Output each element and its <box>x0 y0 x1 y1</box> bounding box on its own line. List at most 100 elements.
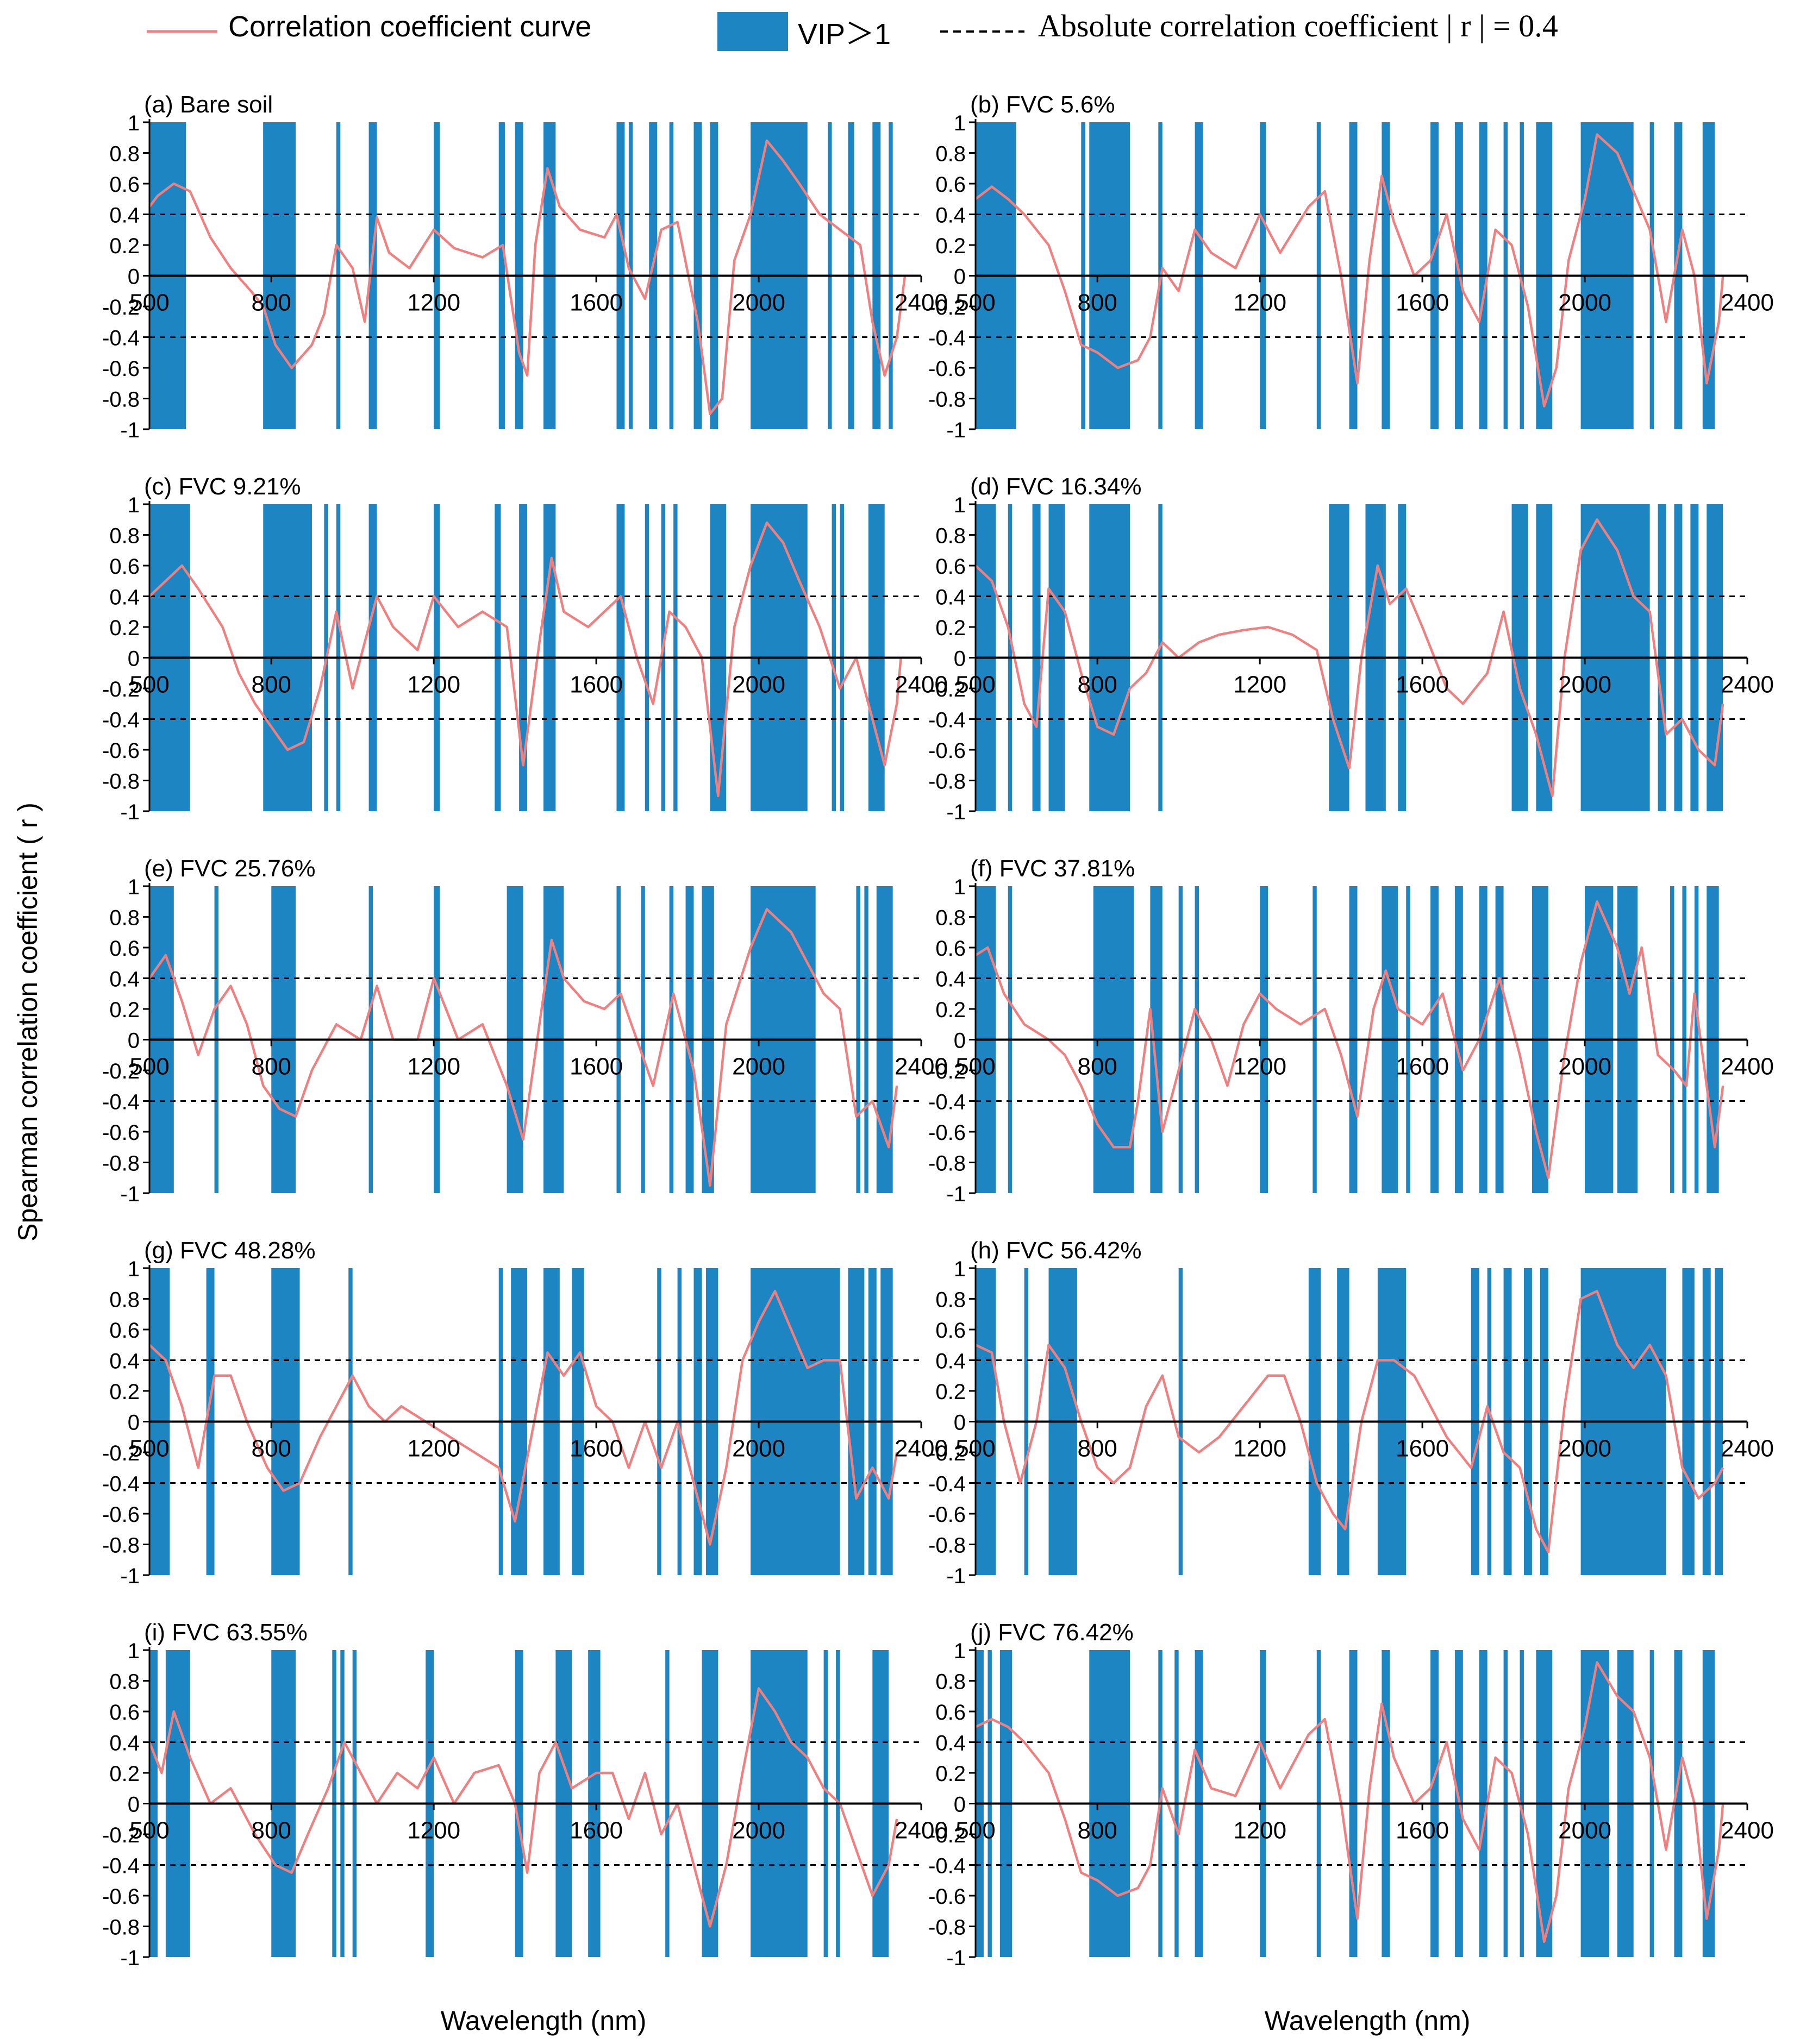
y-tick-label: -1 <box>946 1946 966 1970</box>
y-tick-label: -0.2 <box>102 296 140 319</box>
y-tick-label: -1 <box>120 1182 140 1206</box>
correlation-curve <box>148 908 898 1187</box>
x-tick-label: 1200 <box>1233 672 1286 698</box>
x-tick-label: 1200 <box>1233 1817 1286 1844</box>
x-tick-label: 1600 <box>1396 1435 1449 1462</box>
y-tick-label: -0.4 <box>928 1090 966 1114</box>
x-tick-label: 1600 <box>1396 1817 1449 1844</box>
y-tick-label: -0.8 <box>102 1916 140 1940</box>
panel-7: 1 0.8 0.6 0.4 0.2 0 -0.2 -0.4 -0.6 -0.8 -1 500 800 12… <box>928 1237 1774 1588</box>
x-tick-label: 2400 <box>895 672 948 698</box>
x-tick-label: 1600 <box>570 1817 623 1844</box>
y-tick-label: 0 <box>128 265 140 289</box>
panel-3: 1 0.8 0.6 0.4 0.2 0 -0.2 -0.4 -0.6 -0.8 -1 500 800 12… <box>928 473 1774 824</box>
y-tick-label: -0.6 <box>928 357 966 381</box>
y-tick-label: -0.8 <box>928 388 966 412</box>
y-tick-label: 1 <box>954 875 966 899</box>
x-tick-label: 1600 <box>570 290 623 316</box>
x-tick-label: 800 <box>251 1054 291 1080</box>
y-tick-label: -0.4 <box>102 1854 140 1878</box>
y-tick-label: 0.4 <box>109 586 140 610</box>
x-tick-label: 2000 <box>1558 290 1611 316</box>
correlation-curve <box>148 1290 898 1546</box>
x-tick-label: 800 <box>251 672 291 698</box>
y-tick-label: -0.2 <box>102 1059 140 1083</box>
y-tick-label: 0 <box>954 1029 966 1053</box>
x-tick-label: 1200 <box>407 1054 460 1080</box>
x-tick-label: 2400 <box>895 290 948 316</box>
x-tick-label: 1200 <box>407 1435 460 1462</box>
y-tick-label: 0.4 <box>935 586 966 610</box>
y-tick-label: 1 <box>954 1639 966 1663</box>
y-tick-label: -0.6 <box>102 1121 140 1145</box>
x-tick-label: 2400 <box>1721 290 1774 316</box>
correlation-curve <box>148 521 902 798</box>
panel-title: (g) FVC 48.28% <box>144 1237 315 1264</box>
y-tick-label: -0.6 <box>928 739 966 763</box>
y-tick-label: -0.4 <box>102 1090 140 1114</box>
x-tick-label: 1600 <box>570 672 623 698</box>
y-tick-label: -0.8 <box>102 1534 140 1558</box>
x-tick-label: 2400 <box>1721 672 1774 698</box>
x-tick-label: 1600 <box>1396 1054 1449 1080</box>
y-tick-label: 0.6 <box>935 555 966 579</box>
y-tick-label: 0 <box>954 1793 966 1817</box>
legend-vip-swatch <box>717 12 788 51</box>
x-tick-label: 500 <box>955 1435 995 1462</box>
panel-9: 1 0.8 0.6 0.4 0.2 0 -0.2 -0.4 -0.6 -0.8 -1 500 800 12… <box>928 1619 1774 1970</box>
y-tick-label: 1 <box>954 111 966 135</box>
y-tick-label: 0.8 <box>935 1670 966 1694</box>
x-tick-label: 2000 <box>1558 1054 1611 1080</box>
y-tick-label: -1 <box>120 418 140 442</box>
x-tick-label: 500 <box>129 1435 169 1462</box>
y-tick-label: 0.6 <box>109 555 140 579</box>
y-tick-label: 0.2 <box>935 1762 966 1786</box>
y-tick-label: 0.6 <box>109 173 140 197</box>
y-tick-label: -0.2 <box>102 678 140 701</box>
legend-vip-label: VIP＞1 <box>798 18 891 51</box>
y-tick-label: -0.2 <box>928 1823 966 1847</box>
y-tick-label: 0.4 <box>109 204 140 228</box>
x-tick-label: 2000 <box>732 290 785 316</box>
y-tick-label: 1 <box>128 1639 140 1663</box>
y-tick-label: -0.6 <box>102 357 140 381</box>
y-tick-label: -1 <box>946 1564 966 1588</box>
y-tick-label: -0.6 <box>928 1885 966 1909</box>
panel-6: 1 0.8 0.6 0.4 0.2 0 -0.2 -0.4 -0.6 -0.8 -1 500 800 12… <box>102 1237 948 1588</box>
y-tick-label: -0.4 <box>102 1472 140 1496</box>
y-tick-label: -1 <box>120 1564 140 1588</box>
y-tick-label: 1 <box>128 493 140 517</box>
x-tick-label: 1600 <box>570 1435 623 1462</box>
y-tick-label: 0.6 <box>109 1319 140 1343</box>
x-tick-label: 800 <box>1077 290 1117 316</box>
y-tick-label: 0 <box>954 647 966 671</box>
y-tick-label: 0 <box>128 1793 140 1817</box>
y-tick-label: 0.2 <box>935 1380 966 1404</box>
x-tick-label: 800 <box>251 1435 291 1462</box>
legend: Correlation coefficient curve VIP＞1 Abso… <box>0 0 1800 65</box>
panel-4: 1 0.8 0.6 0.4 0.2 0 -0.2 -0.4 -0.6 -0.8 -1 500 800 12… <box>102 855 948 1206</box>
x-tick-label: 500 <box>129 672 169 698</box>
y-tick-label: -0.2 <box>102 1441 140 1465</box>
y-tick-label: -0.4 <box>102 708 140 732</box>
x-tick-label: 800 <box>1077 1054 1117 1080</box>
y-tick-label: 0.2 <box>109 1762 140 1786</box>
x-tick-label: 500 <box>955 290 995 316</box>
y-tick-label: 0 <box>128 1411 140 1435</box>
x-tick-label: 800 <box>1077 1435 1117 1462</box>
correlation-curve <box>974 133 1724 407</box>
y-tick-label: -0.2 <box>928 296 966 319</box>
y-tick-label: -0.4 <box>102 327 140 350</box>
x-tick-label: 1200 <box>407 290 460 316</box>
y-tick-label: 1 <box>128 875 140 899</box>
legend-threshold-label: Absolute correlation coefficient | r | =… <box>1038 8 1558 43</box>
x-tick-label: 500 <box>129 1054 169 1080</box>
x-tick-label: 1600 <box>1396 290 1449 316</box>
y-tick-label: 0.8 <box>935 142 966 166</box>
x-tick-label: 500 <box>955 1817 995 1844</box>
correlation-curve <box>975 1661 1724 1943</box>
y-tick-label: 0 <box>128 647 140 671</box>
y-tick-label: -0.2 <box>928 678 966 701</box>
panel-title: (c) FVC 9.21% <box>144 473 301 500</box>
